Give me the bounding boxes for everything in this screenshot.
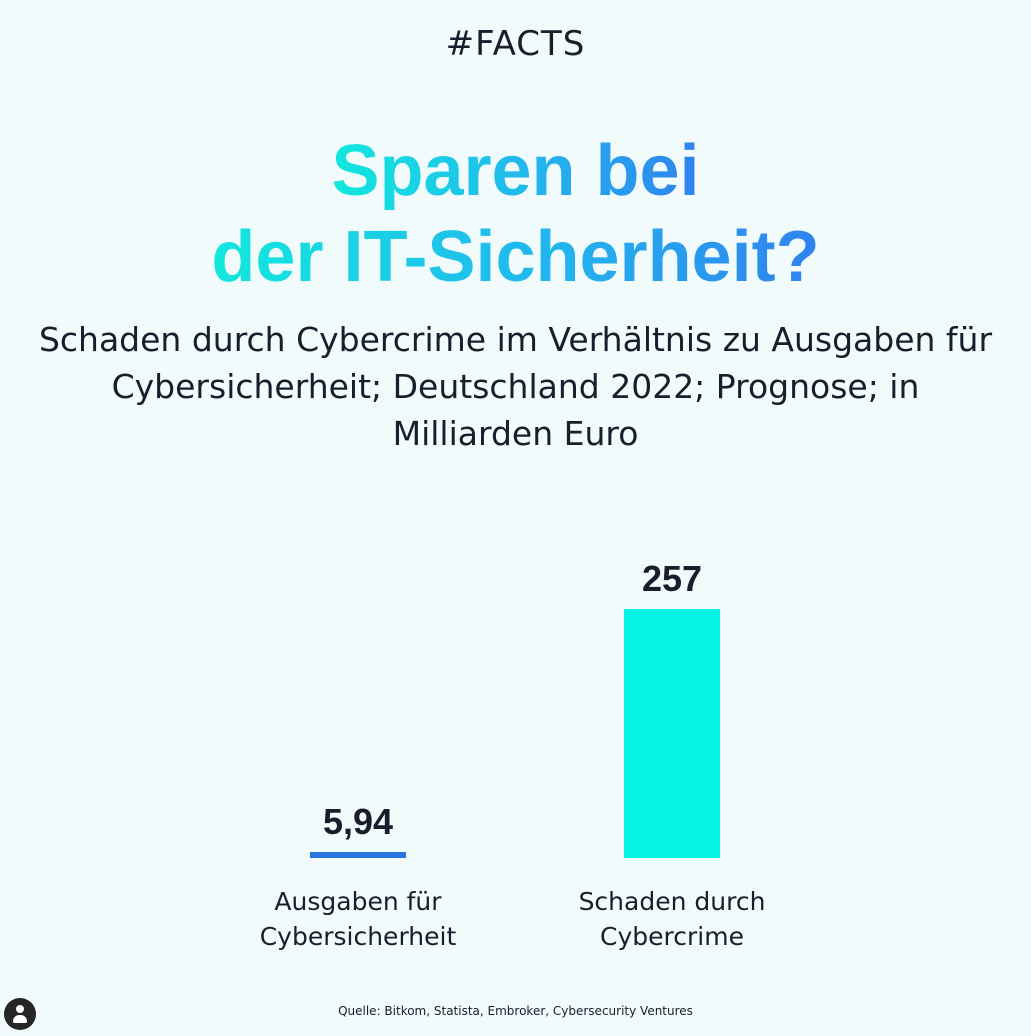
value-label-2: 257 xyxy=(642,558,702,599)
hashtag-label: #FACTS xyxy=(445,24,586,64)
avatar-head xyxy=(16,1005,24,1013)
bar-chart: 5,94 Ausgaben für Cybersicherheit 257 Schade… xyxy=(260,558,766,951)
chart-subtitle: Schaden durch Cybercrime im Verhältnis z… xyxy=(38,320,993,453)
value-label-1: 5,94 xyxy=(323,801,393,842)
bar-1 xyxy=(310,852,406,858)
title-line-2: der IT-Sicherheit? xyxy=(211,214,819,300)
bar-2 xyxy=(624,609,720,858)
category-label-1-line-2: Cybersicherheit xyxy=(260,922,457,951)
category-label-1-line-1: Ausgaben für xyxy=(274,887,442,916)
page-title: Sparen bei der IT-Sicherheit? xyxy=(0,128,1031,300)
title-line-1: Sparen bei xyxy=(331,128,699,214)
category-label-2-line-1: Schaden durch xyxy=(579,887,766,916)
source-note: Quelle: Bitkom, Statista, Embroker, Cybe… xyxy=(338,1004,693,1018)
user-avatar-icon[interactable] xyxy=(4,998,36,1030)
category-label-2-line-2: Cybercrime xyxy=(600,922,744,951)
avatar-body xyxy=(13,1015,27,1023)
